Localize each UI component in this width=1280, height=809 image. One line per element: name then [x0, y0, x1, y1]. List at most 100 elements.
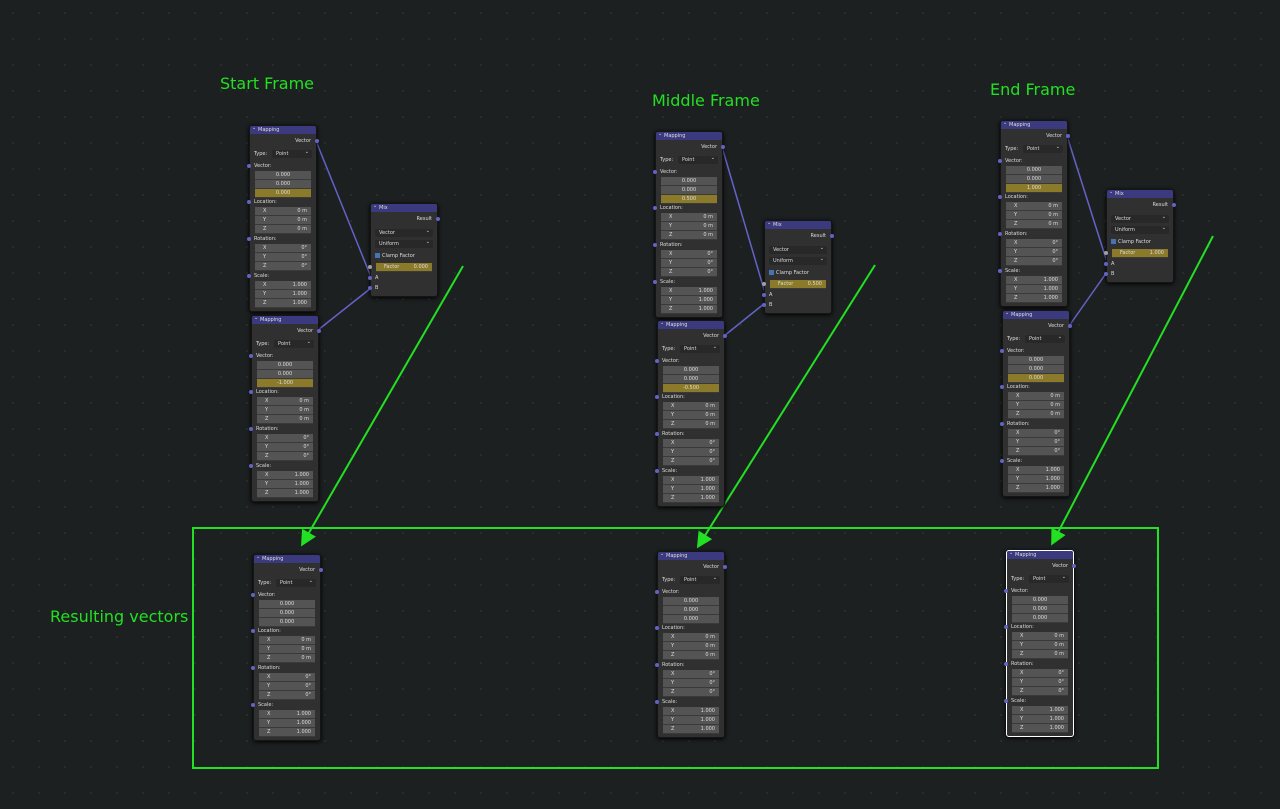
link[interactable]: [315, 140, 372, 278]
rotation-field-z[interactable]: Z 0°: [1006, 257, 1062, 266]
socket[interactable]: [247, 237, 251, 241]
link[interactable]: [1066, 135, 1108, 263]
type-dropdown[interactable]: Point: [1029, 573, 1069, 583]
socket[interactable]: [249, 464, 253, 468]
vector-field-x[interactable]: 0.000: [663, 597, 719, 606]
scale-field-y[interactable]: Y 1.000: [1008, 475, 1064, 484]
location-field-z[interactable]: Z 0 m: [255, 225, 311, 234]
socket[interactable]: [317, 329, 321, 333]
socket[interactable]: [655, 432, 659, 436]
scale-field-y[interactable]: Y 1.000: [257, 480, 313, 489]
location-field-x[interactable]: X 0 m: [259, 636, 315, 645]
link[interactable]: [723, 302, 766, 337]
rotation-field-y[interactable]: Y 0°: [257, 443, 313, 452]
vector-field-x[interactable]: 0.000: [1006, 166, 1062, 175]
socket[interactable]: [368, 286, 372, 290]
rotation-field-y[interactable]: Y 0°: [661, 259, 717, 268]
rotation-field-x[interactable]: X 0°: [1008, 429, 1064, 438]
link[interactable]: [1068, 271, 1108, 327]
vector-field-y[interactable]: 0.000: [259, 609, 315, 618]
rotation-field-y[interactable]: Y 0°: [1012, 678, 1068, 687]
checkbox-icon[interactable]: [1111, 239, 1116, 244]
type-dropdown[interactable]: Point: [274, 338, 314, 348]
vector-field-z[interactable]: 0.000: [259, 618, 315, 627]
data-type-dropdown[interactable]: Vector: [1111, 213, 1169, 223]
socket[interactable]: [249, 390, 253, 394]
socket[interactable]: [653, 206, 657, 210]
scale-field-z[interactable]: Z 1.000: [257, 489, 313, 498]
rotation-field-x[interactable]: X 0°: [257, 434, 313, 443]
rotation-field-x[interactable]: X 0°: [1012, 669, 1068, 678]
vector-field-y[interactable]: 0.000: [255, 180, 311, 189]
socket[interactable]: [830, 234, 834, 238]
type-dropdown[interactable]: Point: [680, 343, 720, 353]
socket[interactable]: [247, 200, 251, 204]
rotation-field-z[interactable]: Z 0°: [1008, 447, 1064, 456]
vector-field-x[interactable]: 0.000: [1012, 596, 1068, 605]
scale-field-x[interactable]: X 1.000: [1012, 706, 1068, 715]
type-dropdown[interactable]: Point: [276, 577, 316, 587]
socket[interactable]: [1000, 349, 1004, 353]
socket[interactable]: [998, 195, 1002, 199]
rotation-field-x[interactable]: X 0°: [661, 250, 717, 259]
vector-field-x[interactable]: 0.000: [259, 600, 315, 609]
socket[interactable]: [249, 427, 253, 431]
scale-field-y[interactable]: Y 1.000: [663, 485, 719, 494]
socket[interactable]: [998, 269, 1002, 273]
scale-field-x[interactable]: X 1.000: [1006, 276, 1062, 285]
scale-field-z[interactable]: Z 1.000: [255, 299, 311, 308]
socket[interactable]: [251, 703, 255, 707]
socket[interactable]: [762, 303, 766, 307]
rotation-field-x[interactable]: X 0°: [1006, 239, 1062, 248]
scale-field-z[interactable]: Z 1.000: [1012, 724, 1068, 733]
mapping-node[interactable]: MappingVectorType:PointVector:0.0000.000…: [655, 319, 727, 507]
scale-field-y[interactable]: Y 1.000: [259, 719, 315, 728]
socket[interactable]: [319, 568, 323, 572]
scale-field-x[interactable]: X 1.000: [663, 707, 719, 716]
checkbox-icon[interactable]: [769, 270, 774, 275]
socket[interactable]: [315, 139, 319, 143]
scale-field-y[interactable]: Y 1.000: [1006, 285, 1062, 294]
scale-field-z[interactable]: Z 1.000: [1008, 484, 1064, 493]
rotation-field-z[interactable]: Z 0°: [255, 262, 311, 271]
vector-field-z[interactable]: 0.000: [1012, 614, 1068, 623]
location-field-y[interactable]: Y 0 m: [259, 645, 315, 654]
vector-field-x[interactable]: 0.000: [661, 177, 717, 186]
rotation-field-z[interactable]: Z 0°: [663, 457, 719, 466]
location-field-z[interactable]: Z 0 m: [259, 654, 315, 663]
socket[interactable]: [1068, 324, 1072, 328]
vector-field-y[interactable]: 0.000: [661, 186, 717, 195]
vector-field-x[interactable]: 0.000: [257, 361, 313, 370]
location-field-z[interactable]: Z 0 m: [661, 231, 717, 240]
scale-field-z[interactable]: Z 1.000: [661, 305, 717, 314]
location-field-x[interactable]: X 0 m: [1008, 392, 1064, 401]
vector-field-z[interactable]: -1.000: [257, 379, 313, 388]
socket[interactable]: [653, 280, 657, 284]
vector-field-y[interactable]: 0.000: [663, 375, 719, 384]
socket[interactable]: [653, 243, 657, 247]
socket[interactable]: [723, 565, 727, 569]
socket[interactable]: [251, 629, 255, 633]
location-field-y[interactable]: Y 0 m: [1006, 211, 1062, 220]
socket[interactable]: [368, 265, 372, 269]
socket[interactable]: [1172, 203, 1176, 207]
vector-field-z[interactable]: 0.000: [663, 615, 719, 624]
mapping-node[interactable]: MappingVectorType:PointVector:0.0000.000…: [247, 124, 319, 312]
vector-field-z[interactable]: 0.000: [1008, 374, 1064, 383]
rotation-field-y[interactable]: Y 0°: [259, 682, 315, 691]
socket[interactable]: [1104, 272, 1108, 276]
scale-field-x[interactable]: X 1.000: [661, 287, 717, 296]
socket[interactable]: [1004, 699, 1008, 703]
vector-field-y[interactable]: 0.000: [1008, 365, 1064, 374]
socket[interactable]: [1104, 251, 1108, 255]
vector-field-y[interactable]: 0.000: [663, 606, 719, 615]
location-field-z[interactable]: Z 0 m: [1006, 220, 1062, 229]
type-dropdown[interactable]: Point: [1023, 143, 1063, 153]
scale-field-y[interactable]: Y 1.000: [255, 290, 311, 299]
socket[interactable]: [721, 145, 725, 149]
socket[interactable]: [655, 469, 659, 473]
rotation-field-z[interactable]: Z 0°: [1012, 687, 1068, 696]
mix-node[interactable]: Mix Result VectorUniform Clamp Factor Factor…: [762, 219, 834, 314]
vector-field-x[interactable]: 0.000: [663, 366, 719, 375]
mapping-node[interactable]: MappingVectorType:PointVector:0.0000.000…: [998, 119, 1070, 307]
